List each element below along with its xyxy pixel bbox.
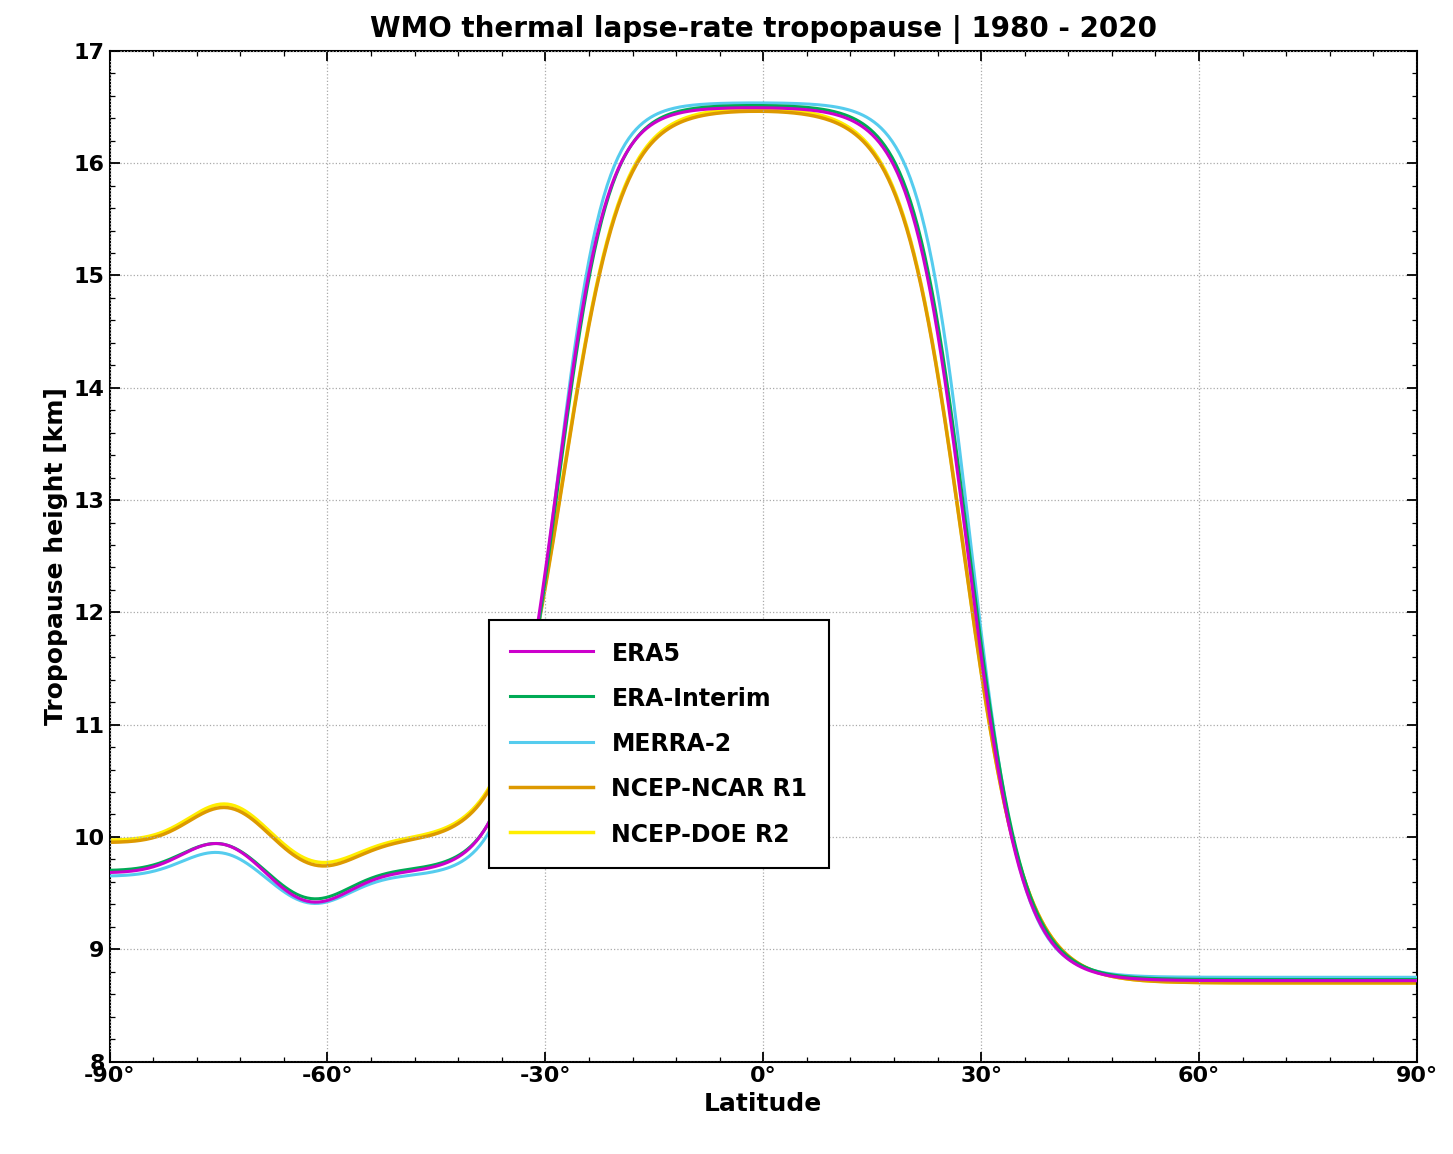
Line: NCEP-DOE R2: NCEP-DOE R2 bbox=[109, 108, 1417, 983]
NCEP-DOE R2 bbox=[100, 833, 118, 847]
NCEP-NCAR R1 bbox=[873, 158, 891, 172]
ERA5 bbox=[744, 100, 761, 114]
NCEP-NCAR R1 bbox=[1408, 976, 1425, 990]
NCEP-NCAR R1 bbox=[445, 819, 462, 833]
MERRA-2 bbox=[1001, 819, 1019, 833]
MERRA-2 bbox=[744, 96, 761, 110]
ERA-Interim bbox=[745, 98, 763, 112]
Title: WMO thermal lapse-rate tropopause | 1980 - 2020: WMO thermal lapse-rate tropopause | 1980… bbox=[369, 15, 1157, 44]
NCEP-DOE R2 bbox=[873, 157, 891, 171]
ERA5 bbox=[445, 853, 462, 867]
NCEP-NCAR R1 bbox=[747, 104, 764, 118]
NCEP-DOE R2 bbox=[744, 102, 761, 115]
ERA5 bbox=[745, 100, 763, 114]
NCEP-NCAR R1 bbox=[388, 835, 405, 849]
ERA5 bbox=[1001, 824, 1019, 838]
Line: NCEP-NCAR R1: NCEP-NCAR R1 bbox=[109, 111, 1417, 983]
ERA-Interim bbox=[388, 864, 405, 878]
NCEP-DOE R2 bbox=[747, 102, 764, 115]
ERA-Interim bbox=[1001, 816, 1019, 830]
ERA-Interim bbox=[100, 863, 118, 877]
MERRA-2 bbox=[1290, 971, 1308, 984]
MERRA-2 bbox=[747, 96, 764, 110]
Y-axis label: Tropopause height [km]: Tropopause height [km] bbox=[44, 388, 68, 725]
ERA5 bbox=[873, 138, 891, 152]
ERA-Interim bbox=[445, 852, 462, 866]
ERA5 bbox=[388, 867, 405, 881]
ERA-Interim bbox=[744, 98, 761, 112]
MERRA-2 bbox=[873, 121, 891, 135]
NCEP-DOE R2 bbox=[1001, 822, 1019, 835]
Line: ERA5: ERA5 bbox=[109, 107, 1417, 981]
NCEP-DOE R2 bbox=[1290, 976, 1308, 990]
Legend: ERA5, ERA-Interim, MERRA-2, NCEP-NCAR R1, NCEP-DOE R2: ERA5, ERA-Interim, MERRA-2, NCEP-NCAR R1… bbox=[488, 621, 828, 868]
NCEP-NCAR R1 bbox=[1290, 976, 1308, 990]
NCEP-NCAR R1 bbox=[1001, 823, 1019, 837]
ERA-Interim bbox=[1408, 973, 1425, 987]
ERA-Interim bbox=[873, 134, 891, 148]
NCEP-DOE R2 bbox=[1408, 976, 1425, 990]
ERA5 bbox=[1290, 974, 1308, 988]
MERRA-2 bbox=[100, 869, 118, 883]
NCEP-NCAR R1 bbox=[100, 835, 118, 849]
Line: MERRA-2: MERRA-2 bbox=[109, 103, 1417, 977]
ERA5 bbox=[100, 866, 118, 879]
MERRA-2 bbox=[445, 859, 462, 872]
NCEP-DOE R2 bbox=[388, 833, 405, 847]
MERRA-2 bbox=[1408, 971, 1425, 984]
MERRA-2 bbox=[388, 870, 405, 884]
Line: ERA-Interim: ERA-Interim bbox=[109, 105, 1417, 980]
ERA-Interim bbox=[1290, 973, 1308, 987]
NCEP-NCAR R1 bbox=[744, 104, 761, 118]
NCEP-DOE R2 bbox=[445, 817, 462, 831]
X-axis label: Latitude: Latitude bbox=[705, 1092, 822, 1116]
ERA5 bbox=[1408, 974, 1425, 988]
